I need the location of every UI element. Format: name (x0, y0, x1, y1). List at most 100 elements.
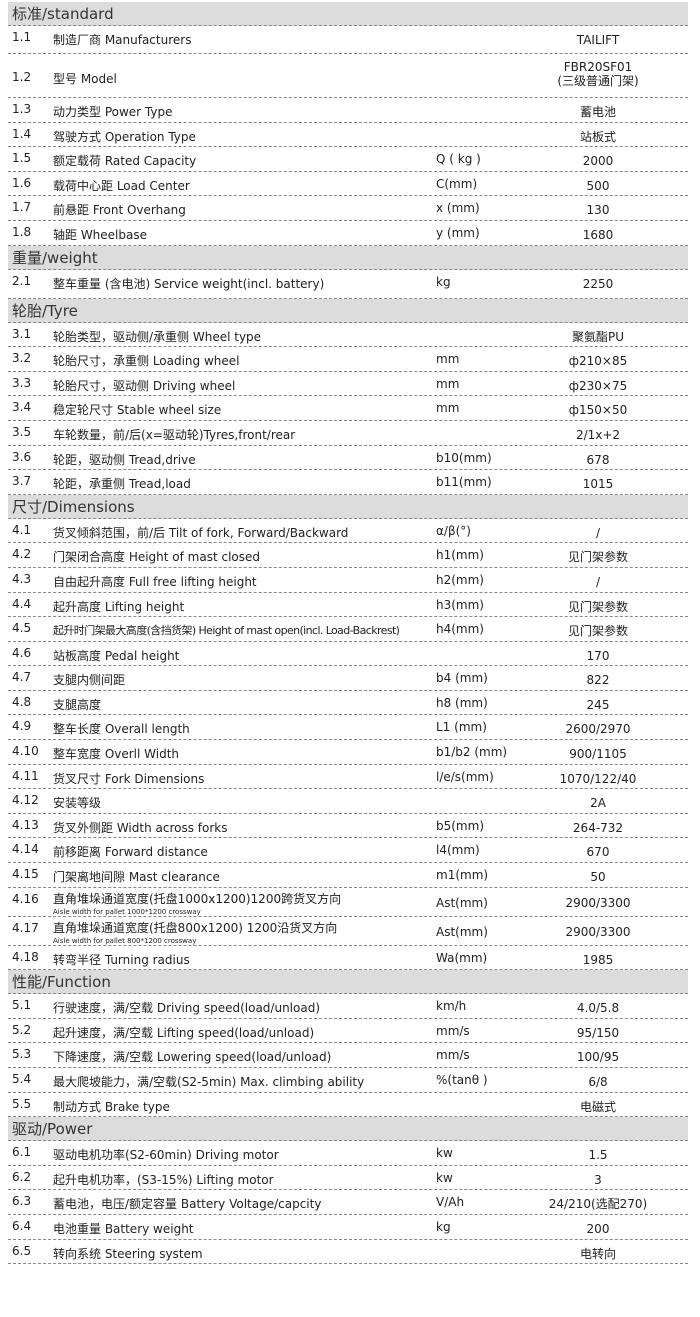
spec-row: 3.5 车轮数量，前/后(x=驱动轮)Tyres,front/rear 2/1x+2 (8, 421, 688, 446)
row-label-text: 驱动电机功率(S2-60min) Driving motor (53, 1148, 279, 1163)
row-label-text: 起升时门架最大高度(含挡货架) Height of mast open(incl… (53, 624, 400, 638)
spec-row: 4.9 整车长度 Overall length L1 (mm) 2600/2970 (8, 715, 688, 741)
row-label-text: 轮距，驱动侧 Tread,drive (53, 452, 196, 467)
row-label: 站板高度 Pedal height (53, 647, 179, 664)
row-label-text: 整车宽度 Overll Width (53, 747, 180, 762)
row-label: 载荷中心距 Load Center (53, 177, 190, 194)
row-unit: b1/b2 (mm) (436, 745, 508, 760)
row-label: 最大爬坡能力，满/空载(S2-5min) Max. climbing abili… (53, 1073, 364, 1090)
row-unit: b11(mm) (436, 475, 492, 490)
spec-row: 4.3 自由起升高度 Full free lifting height h2(mm)… (8, 568, 688, 593)
spec-row: 1.4 驾驶方式 Operation Type 站板式 (8, 123, 688, 148)
row-value: 50 (590, 870, 606, 885)
row-value: TAILIFT (576, 33, 620, 47)
spec-row: 6.3 蓄电池，电压/额定容量 Battery Voltage/capcity V/… (8, 1190, 688, 1215)
row-label: 下降速度，满/空载 Lowering speed(load/unload) (53, 1048, 331, 1065)
row-label-text: 电池重量 Battery weight (53, 1221, 194, 1236)
row-value: 245 (586, 697, 610, 712)
row-label: 驱动电机功率(S2-60min) Driving motor (53, 1146, 279, 1163)
row-value: 1070/122/40 (559, 771, 637, 786)
row-label: 起升电机功率，(S3-15%) Lifting motor (53, 1171, 274, 1188)
row-value: 100/95 (576, 1050, 620, 1065)
row-label: 驾驶方式 Operation Type (53, 128, 196, 145)
row-label-text: 制动方式 Brake type (53, 1099, 170, 1114)
row-label: 稳定轮尺寸 Stable wheel size (53, 401, 221, 418)
row-number: 5.4 (12, 1072, 32, 1086)
row-label-text: 轮距，承重侧 Tread,load (53, 477, 191, 492)
row-label: 门架离地间隙 Mast clearance (53, 868, 220, 885)
row-label: 轮距，承重侧 Tread,load (53, 475, 191, 492)
spec-row: 4.14 前移距离 Forward distance l4(mm) 670 (8, 838, 688, 864)
section-header: 标准/standard (8, 2, 688, 26)
row-value: 264-732 (572, 820, 624, 835)
row-label-text: 整车长度 Overall length (53, 722, 190, 737)
row-label-text: 支腿内侧间距 (53, 673, 126, 688)
spec-table: 标准/standard 1.1 制造厂商 Manufacturers TAILIFT 1… (8, 2, 688, 1265)
spec-row: 5.2 起升速度，满/空载 Lifting speed(load/unload) m… (8, 1019, 688, 1044)
row-label: 货叉外侧距 Width across forks (53, 819, 227, 836)
row-label: 货叉尺寸 Fork Dimensions (53, 770, 204, 787)
row-number: 4.7 (12, 670, 32, 685)
row-number: 5.5 (12, 1096, 32, 1111)
row-label: 转向系统 Steering system (53, 1245, 203, 1262)
row-number: 4.14 (12, 842, 39, 857)
row-value: 95/150 (576, 1025, 620, 1040)
row-unit: y (mm) (436, 225, 480, 240)
spec-row: 4.15 门架离地间隙 Mast clearance m1(mm) 50 (8, 863, 688, 888)
row-value: 6/8 (588, 1075, 608, 1089)
spec-row: 5.4 最大爬坡能力，满/空载(S2-5min) Max. climbing ab… (8, 1068, 688, 1093)
row-label-text: 轮胎尺寸，承重侧 Loading wheel (53, 354, 240, 369)
spec-row: 1.5 额定载荷 Rated Capacity Q ( kg ) 2000 (8, 147, 688, 172)
spec-row: 4.16 直角堆垛通道宽度(托盘1000x1200)1200跨货叉方向 Aisle … (8, 888, 688, 917)
row-label: 转弯半径 Turning radius (53, 951, 190, 968)
spec-row: 6.2 起升电机功率，(S3-15%) Lifting motor kw 3 (8, 1166, 688, 1191)
row-number: 4.8 (12, 694, 32, 709)
row-number: 4.5 (12, 621, 32, 636)
row-unit: kg (436, 1219, 451, 1234)
spec-row: 4.6 站板高度 Pedal height 170 (8, 642, 688, 667)
row-label-text: 转弯半径 Turning radius (53, 952, 190, 967)
row-value: 670 (586, 845, 610, 860)
spec-row: 4.13 货叉外侧距 Width across forks b5(mm) 264-73… (8, 814, 688, 839)
spec-row: 6.1 驱动电机功率(S2-60min) Driving motor kw 1.5 (8, 1141, 688, 1166)
spec-row: 1.3 动力类型 Power Type 蓄电池 (8, 98, 688, 123)
row-label: 安装等级 (53, 794, 101, 811)
row-unit: kw (436, 1146, 453, 1161)
row-unit: α/β(°) (436, 523, 471, 538)
row-unit: L1 (mm) (436, 720, 487, 735)
row-sublabel: Aisle width for pallet 1000*1200 crosswa… (53, 907, 201, 916)
row-label: 行驶速度，满/空载 Driving speed(load/unload) (53, 999, 320, 1016)
row-number: 1.7 (12, 200, 32, 215)
row-label-text: 起升高度 Lifting height (53, 599, 185, 614)
row-number: 4.1 (12, 522, 32, 537)
row-unit: b5(mm) (436, 818, 484, 833)
row-label-text: 门架闭合高度 Height of mast closed (53, 550, 261, 565)
row-label-text: 站板高度 Pedal height (53, 648, 180, 663)
row-number: 3.3 (12, 375, 32, 390)
row-value: 900/1105 (569, 747, 627, 762)
row-value: ф150×50 (568, 403, 628, 418)
row-number: 5.3 (12, 1047, 32, 1062)
row-label-text: 下降速度，满/空载 Lowering speed(load/unload) (53, 1050, 332, 1065)
row-number: 3.5 (12, 424, 32, 439)
row-number: 4.3 (12, 571, 32, 586)
row-unit: l/e/s(mm) (436, 769, 494, 784)
spec-row: 5.5 制动方式 Brake type 电磁式 (8, 1093, 688, 1118)
row-value: 500 (586, 178, 610, 193)
row-number: 4.16 (12, 891, 39, 906)
row-value: 1985 (582, 952, 614, 967)
section-header: 性能/Function (8, 970, 688, 995)
row-unit: b4 (mm) (436, 671, 488, 686)
row-label-text: 车轮数量，前/后(x=驱动轮)Tyres,front/rear (53, 427, 296, 442)
row-value: / (595, 574, 601, 589)
row-number: 1.1 (12, 30, 32, 44)
row-number: 4.6 (12, 645, 32, 660)
row-label-text: 前移距离 Forward distance (53, 845, 208, 860)
row-label: 前悬距 Front Overhang (53, 201, 186, 218)
row-label-text: 额定载荷 Rated Capacity (53, 154, 197, 169)
row-unit: h2(mm) (436, 572, 484, 587)
row-label-text: 自由起升高度 Full free lifting height (53, 574, 257, 589)
row-unit: x (mm) (436, 201, 480, 216)
spec-row: 1.1 制造厂商 Manufacturers TAILIFT (8, 26, 688, 54)
row-label-text: 货叉尺寸 Fork Dimensions (53, 771, 205, 786)
